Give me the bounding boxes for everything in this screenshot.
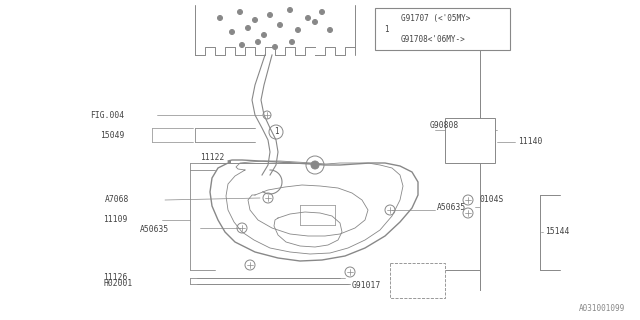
Text: 11140: 11140 xyxy=(518,138,542,147)
Text: G91708<'06MY->: G91708<'06MY-> xyxy=(401,35,466,44)
Text: FIG.004: FIG.004 xyxy=(90,110,124,119)
Bar xyxy=(390,263,445,298)
Circle shape xyxy=(239,43,244,47)
Circle shape xyxy=(253,18,257,22)
Text: G90808: G90808 xyxy=(430,121,460,130)
Circle shape xyxy=(319,10,324,14)
Circle shape xyxy=(230,29,234,35)
Bar xyxy=(375,8,510,50)
Circle shape xyxy=(273,44,278,50)
Circle shape xyxy=(218,15,223,20)
Text: A50635: A50635 xyxy=(140,226,169,235)
Text: G91017: G91017 xyxy=(352,281,381,290)
Text: 11109: 11109 xyxy=(103,215,127,225)
Circle shape xyxy=(289,39,294,44)
Circle shape xyxy=(296,28,301,33)
Circle shape xyxy=(262,33,266,37)
Text: 1: 1 xyxy=(384,25,388,34)
Text: 11122: 11122 xyxy=(200,154,225,163)
Text: 15049: 15049 xyxy=(100,131,124,140)
Circle shape xyxy=(237,10,243,14)
Circle shape xyxy=(305,15,310,20)
Circle shape xyxy=(312,20,317,25)
Text: A7068: A7068 xyxy=(105,196,129,204)
Circle shape xyxy=(328,28,333,33)
Circle shape xyxy=(278,22,282,28)
Text: A50635: A50635 xyxy=(437,204,467,212)
Circle shape xyxy=(268,12,273,18)
Bar xyxy=(445,118,495,163)
Text: 0104S: 0104S xyxy=(480,196,504,204)
Circle shape xyxy=(287,7,292,12)
Text: A031001099: A031001099 xyxy=(579,304,625,313)
Text: 1: 1 xyxy=(274,127,278,137)
Circle shape xyxy=(255,39,260,44)
Text: G91707 (<'05MY>: G91707 (<'05MY> xyxy=(401,14,470,23)
Text: 15144: 15144 xyxy=(545,228,570,236)
Circle shape xyxy=(246,26,250,30)
Text: H02001: H02001 xyxy=(103,279,132,289)
Circle shape xyxy=(311,161,319,169)
Text: 11126: 11126 xyxy=(103,273,127,282)
